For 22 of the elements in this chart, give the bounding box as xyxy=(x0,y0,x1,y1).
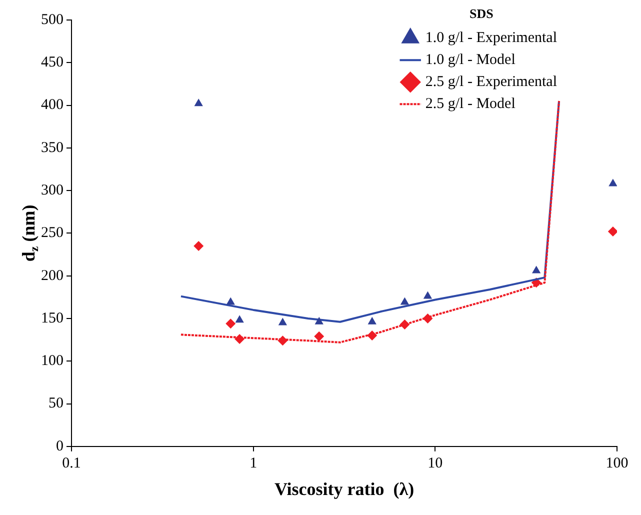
x-tick-label: 1 xyxy=(250,455,258,472)
y-tick-label: 200 xyxy=(41,268,64,284)
x-tick-label: 100 xyxy=(606,455,628,472)
legend-title: SDS xyxy=(470,6,494,21)
y-tick-label: 150 xyxy=(41,310,64,326)
x-tick-label: 0.1 xyxy=(62,455,81,472)
y-tick-label: 350 xyxy=(41,140,64,156)
legend-label: 1.0 g/l - Model xyxy=(425,52,516,68)
x-axis-title: Viscosity ratio (λ) xyxy=(274,478,414,499)
y-tick-label: 300 xyxy=(41,182,64,198)
y-tick-label: 450 xyxy=(41,54,64,71)
y-tick-label: 50 xyxy=(48,396,64,412)
legend-label: 2.5 g/l - Model xyxy=(425,96,516,112)
y-tick-label: 0 xyxy=(56,438,64,454)
y-tick-label: 500 xyxy=(41,12,64,28)
legend-label: 1.0 g/l - Experimental xyxy=(425,30,558,46)
y-tick-label: 400 xyxy=(41,97,64,114)
y-tick-label: 100 xyxy=(41,353,64,370)
x-tick-label: 10 xyxy=(428,455,443,472)
y-axis-title: dz (nm) xyxy=(18,204,42,262)
legend-label: 2.5 g/l - Experimental xyxy=(425,74,558,90)
y-tick-label: 250 xyxy=(41,225,64,242)
